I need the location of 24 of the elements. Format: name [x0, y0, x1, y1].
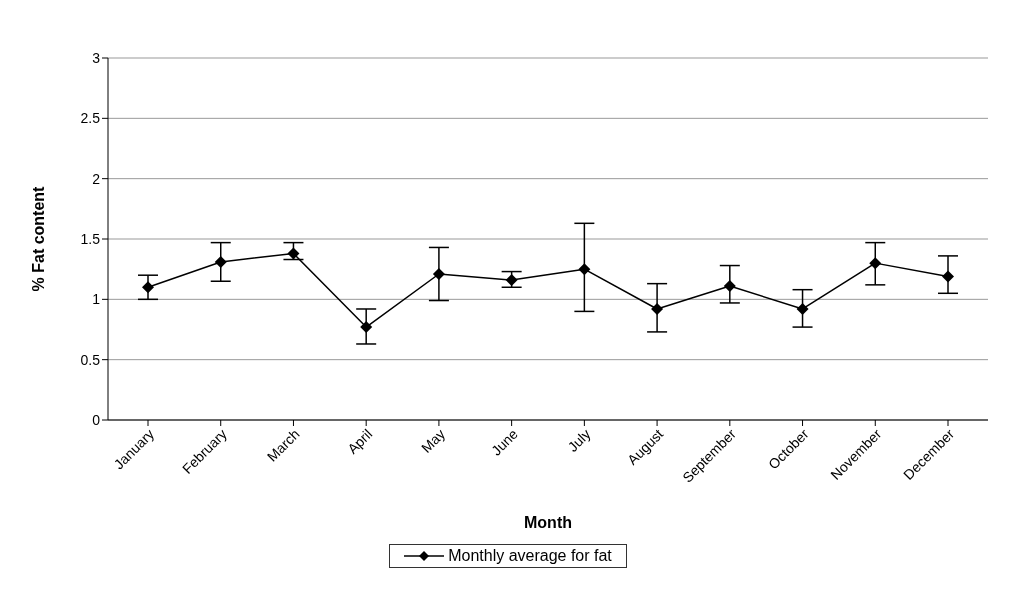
point	[360, 321, 373, 334]
y-tick-label: 3	[92, 49, 101, 66]
x-tick-label: May	[418, 425, 449, 456]
legend-label: Monthly average for fat	[447, 547, 612, 565]
x-axis-title: Month	[524, 514, 572, 531]
point	[651, 302, 664, 315]
point	[142, 281, 154, 294]
point	[505, 274, 518, 287]
y-tick-label: 2.5	[80, 110, 101, 127]
point	[287, 247, 300, 260]
y-tick-label: 2	[92, 170, 101, 187]
point	[214, 255, 227, 268]
point	[796, 302, 809, 315]
y-tick-label: 1	[92, 291, 101, 308]
y-tick-label: 1.5	[80, 230, 101, 247]
y-tick-label: 0	[92, 411, 101, 428]
point	[432, 267, 445, 280]
point	[578, 263, 591, 276]
point	[869, 257, 882, 270]
x-tick-label: July	[564, 425, 594, 455]
y-axis-title: % Fat content	[29, 185, 47, 292]
point	[942, 270, 954, 283]
y-tick-label: 0.5	[80, 351, 101, 368]
point	[723, 280, 736, 293]
